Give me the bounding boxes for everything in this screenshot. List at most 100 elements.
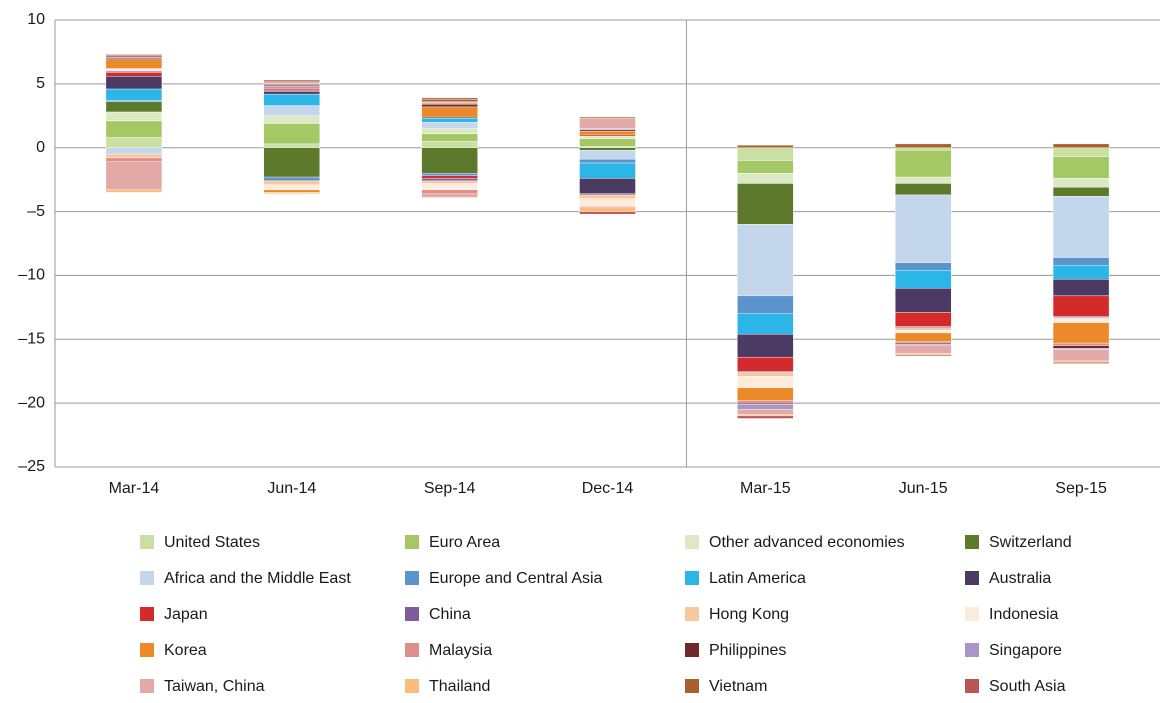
legend-label: United States xyxy=(164,534,260,551)
bar-segment xyxy=(421,121,478,129)
bar-segment xyxy=(737,404,794,410)
bar-segment xyxy=(1052,362,1110,364)
bar-segment xyxy=(579,207,636,212)
bar-segment xyxy=(895,176,952,184)
bar-segment xyxy=(105,189,163,193)
legend-swatch xyxy=(965,535,979,549)
bar-segment xyxy=(263,143,320,148)
bar-segment xyxy=(1052,187,1110,197)
legend-swatch xyxy=(685,535,699,549)
legend-label: Philippines xyxy=(709,642,786,659)
bar-segment xyxy=(105,101,163,113)
legend-swatch xyxy=(405,607,419,621)
bar-segment xyxy=(1052,156,1110,179)
bar-segment xyxy=(895,143,952,148)
bar-segment xyxy=(579,211,636,215)
y-tick-label: 0 xyxy=(36,139,45,156)
bar-segment xyxy=(737,356,794,372)
bar-segment xyxy=(579,162,636,179)
legend-swatch xyxy=(140,607,154,621)
bar-segment xyxy=(263,79,320,82)
bar-segment xyxy=(1052,342,1110,346)
bar-segment xyxy=(579,136,636,139)
bar-segment xyxy=(263,93,320,106)
x-tick-label: Jun-14 xyxy=(267,480,316,497)
bar-segment xyxy=(1052,279,1110,297)
bar-segment xyxy=(737,295,794,314)
bar-segment xyxy=(421,189,478,194)
bar-segment xyxy=(263,105,320,116)
legend-swatch xyxy=(965,643,979,657)
bar-segment xyxy=(737,147,794,161)
bar-segment xyxy=(579,150,636,160)
bar-segment xyxy=(895,288,952,313)
bar-segment xyxy=(421,98,478,102)
bar-segment xyxy=(737,387,794,401)
bar-segment xyxy=(737,372,794,377)
y-tick-label: –15 xyxy=(18,331,45,348)
bar-segment xyxy=(579,198,636,207)
bar-segment xyxy=(579,178,636,194)
bar-segment xyxy=(105,68,163,72)
bar-segment xyxy=(421,183,478,191)
bar-segment xyxy=(263,180,320,185)
legend-swatch xyxy=(140,643,154,657)
bar-segment xyxy=(1052,196,1110,258)
bar-segment xyxy=(737,160,794,174)
bar-segment xyxy=(1052,295,1110,317)
x-tick-label: Sep-15 xyxy=(1055,480,1107,497)
legend-swatch xyxy=(685,679,699,693)
legend-swatch xyxy=(965,607,979,621)
bar-segment xyxy=(421,128,478,134)
bar-segment xyxy=(105,120,163,138)
bar-segment xyxy=(105,147,163,155)
bar-segment xyxy=(421,97,478,100)
y-tick-label: 5 xyxy=(36,75,45,92)
bar-segment xyxy=(737,376,794,389)
bar-segment xyxy=(579,118,636,129)
bar-segment xyxy=(579,138,636,147)
bar-segment xyxy=(737,313,794,335)
bar-segment xyxy=(1052,349,1110,362)
legend-label: Singapore xyxy=(989,642,1062,659)
bar-segment xyxy=(421,147,478,174)
legend-label: China xyxy=(429,606,471,623)
legend-swatch xyxy=(685,607,699,621)
legend-label: Taiwan, China xyxy=(164,678,265,695)
bar-segment xyxy=(105,157,163,162)
bar-segment xyxy=(737,144,794,148)
legend-label: Switzerland xyxy=(989,534,1072,551)
bar-segment xyxy=(421,193,478,198)
bar-segment xyxy=(895,147,952,151)
legend-label: Indonesia xyxy=(989,606,1058,623)
legend-label: Thailand xyxy=(429,678,490,695)
legend-swatch xyxy=(140,679,154,693)
legend-swatch xyxy=(965,679,979,693)
legend-label: Japan xyxy=(164,606,208,623)
legend-label: Hong Kong xyxy=(709,606,789,623)
bar-segment xyxy=(737,400,794,404)
bar-segment xyxy=(895,194,952,263)
bar-segment xyxy=(421,141,478,148)
bar-segment xyxy=(737,224,794,297)
bar-segment xyxy=(1052,318,1110,323)
bar-segment xyxy=(263,123,320,145)
legend-swatch xyxy=(405,643,419,657)
bar-segment xyxy=(895,332,952,343)
bar-segment xyxy=(263,192,320,194)
y-tick-label: –5 xyxy=(27,203,45,220)
legend-label: South Asia xyxy=(989,678,1066,695)
bar-segment xyxy=(895,330,952,334)
legend-swatch xyxy=(685,571,699,585)
bar-segment xyxy=(1052,257,1110,266)
legend-swatch xyxy=(140,571,154,585)
bar-segment xyxy=(105,111,163,122)
legend-label: Latin America xyxy=(709,570,806,587)
bar-segment xyxy=(105,88,163,101)
bar-segment xyxy=(105,54,163,56)
bar-segment xyxy=(263,86,320,90)
legend-swatch xyxy=(965,571,979,585)
legend-label: Africa and the Middle East xyxy=(164,570,351,587)
